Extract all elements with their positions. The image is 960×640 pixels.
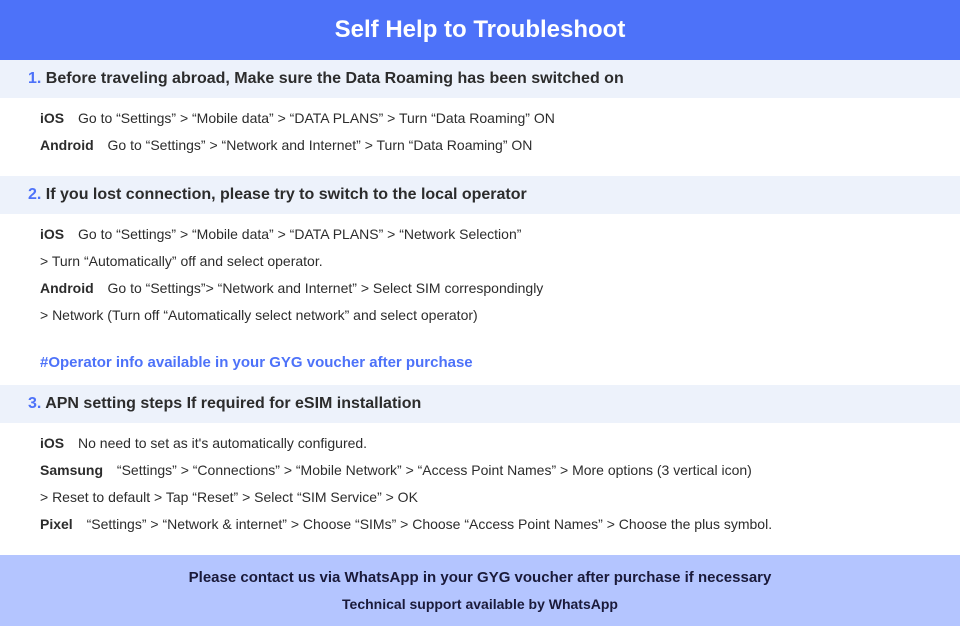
- section-2-body: iOS Go to “Settings” > “Mobile data” > “…: [0, 214, 960, 346]
- operator-note: #Operator info available in your GYG vou…: [0, 346, 960, 385]
- platform-label: iOS: [40, 226, 64, 242]
- instruction-text: “Settings” > “Network & internet” > Choo…: [87, 516, 773, 532]
- instruction-text: Go to “Settings”> “Network and Internet”…: [108, 280, 544, 296]
- section-1-title-bold: Before traveling abroad,: [46, 70, 230, 87]
- platform-label: Android: [40, 280, 94, 296]
- section-3-row-pixel: Pixel “Settings” > “Network & internet” …: [40, 514, 920, 535]
- instruction-text: “Settings” > “Connections” > “Mobile Net…: [117, 462, 752, 478]
- footer-support-text: Technical support available by WhatsApp: [0, 596, 960, 612]
- section-1-title-rest: Make sure the Data Roaming has been swit…: [230, 70, 624, 87]
- section-2-row-ios-cont: > Turn “Automatically” off and select op…: [40, 251, 920, 272]
- section-2-row-android: Android Go to “Settings”> “Network and I…: [40, 278, 920, 299]
- section-1-row-android: Android Go to “Settings” > “Network and …: [40, 135, 920, 156]
- section-2-title-bold: If you lost connection, please try to sw…: [46, 186, 527, 203]
- section-3-row-samsung-cont: > Reset to default > Tap “Reset” > Selec…: [40, 487, 920, 508]
- section-3-title: 3. APN setting steps If required for eSI…: [0, 385, 960, 423]
- instruction-cont: > Reset to default > Tap “Reset” > Selec…: [40, 489, 418, 505]
- section-3-body: iOS No need to set as it's automatically…: [0, 423, 960, 555]
- footer-contact-text: Please contact us via WhatsApp in your G…: [0, 569, 960, 586]
- section-3-number: 3.: [28, 395, 41, 412]
- instruction-text: Go to “Settings” > “Mobile data” > “DATA…: [78, 226, 521, 242]
- section-2-row-android-cont: > Network (Turn off “Automatically selec…: [40, 305, 920, 326]
- instruction-text: Go to “Settings” > “Network and Internet…: [108, 137, 533, 153]
- platform-label: iOS: [40, 435, 64, 451]
- instruction-text: Go to “Settings” > “Mobile data” > “DATA…: [78, 110, 555, 126]
- section-3-row-ios: iOS No need to set as it's automatically…: [40, 433, 920, 454]
- section-3-row-samsung: Samsung “Settings” > “Connections” > “Mo…: [40, 460, 920, 481]
- section-3-title-bold: APN setting steps If required for eSIM i…: [45, 395, 421, 412]
- section-1-body: iOS Go to “Settings” > “Mobile data” > “…: [0, 98, 960, 176]
- instruction-cont: > Turn “Automatically” off and select op…: [40, 253, 323, 269]
- platform-label: Pixel: [40, 516, 73, 532]
- section-2-title: 2. If you lost connection, please try to…: [0, 176, 960, 214]
- section-2-row-ios: iOS Go to “Settings” > “Mobile data” > “…: [40, 224, 920, 245]
- instruction-text: No need to set as it's automatically con…: [78, 435, 367, 451]
- platform-label: iOS: [40, 110, 64, 126]
- platform-label: Android: [40, 137, 94, 153]
- section-2-number: 2.: [28, 186, 41, 203]
- section-1-title: 1. Before traveling abroad, Make sure th…: [0, 60, 960, 98]
- section-1-number: 1.: [28, 70, 41, 87]
- page-footer: Please contact us via WhatsApp in your G…: [0, 555, 960, 626]
- instruction-cont: > Network (Turn off “Automatically selec…: [40, 307, 478, 323]
- page-title: Self Help to Troubleshoot: [335, 16, 626, 43]
- platform-label: Samsung: [40, 462, 103, 478]
- page-header: Self Help to Troubleshoot: [0, 0, 960, 60]
- section-1-row-ios: iOS Go to “Settings” > “Mobile data” > “…: [40, 108, 920, 129]
